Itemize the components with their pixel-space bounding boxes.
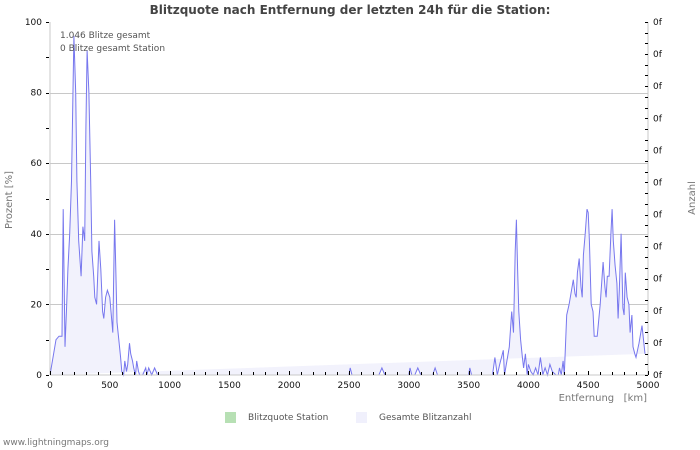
x-tick-label: 4500 bbox=[577, 381, 600, 391]
y2-tick-label: 0f bbox=[653, 339, 663, 349]
chart-title: Blitzquote nach Entfernung der letzten 2… bbox=[149, 3, 551, 17]
y2-tick-label: 0f bbox=[653, 211, 663, 221]
footer-link[interactable]: www.lightningmaps.org bbox=[3, 438, 109, 448]
y-axis-title: Prozent [%] bbox=[4, 171, 15, 229]
x-tick-label: 3000 bbox=[397, 381, 420, 391]
y2-tick-label: 0f bbox=[653, 275, 663, 285]
info-box: 1.046 Blitze gesamt 0 Blitze gesamt Stat… bbox=[60, 30, 165, 55]
total-strikes-text: 1.046 Blitze gesamt bbox=[60, 31, 151, 41]
x-tick-label: 1500 bbox=[218, 381, 241, 391]
x-tick-label: 2500 bbox=[338, 381, 361, 391]
y2-tick-label: 0f bbox=[653, 371, 663, 381]
y2-axis-title: Anzahl bbox=[687, 181, 698, 215]
legend-item-station-rate: Blitzquote Station bbox=[225, 412, 328, 423]
y2-tick-label: 0f bbox=[653, 178, 663, 188]
x-axis-ticks: 0 500 1000 1500 2000 2500 3000 3500 4000 4500 5000 bbox=[47, 371, 660, 391]
y2-tick-label: 0f bbox=[653, 82, 663, 92]
x-tick-label: 1000 bbox=[158, 381, 181, 391]
y-tick-label: 80 bbox=[31, 89, 43, 99]
x-axis-title: Entfernung [km] bbox=[559, 393, 648, 404]
y2-tick-label: 0f bbox=[653, 50, 663, 60]
y-tick-label: 20 bbox=[31, 300, 43, 310]
y-axis-ticks: 0 20 40 60 80 100 bbox=[25, 18, 49, 381]
y-tick-label: 100 bbox=[25, 18, 42, 28]
legend-swatch-total bbox=[356, 412, 367, 423]
y2-tick-label: 0f bbox=[653, 243, 663, 253]
legend-label-total: Gesamte Blitzanzahl bbox=[379, 412, 472, 423]
y-tick-label: 40 bbox=[31, 230, 43, 240]
x-tick-label: 4000 bbox=[517, 381, 540, 391]
x-tick-label: 500 bbox=[101, 381, 118, 391]
grid-lines bbox=[50, 93, 648, 305]
y2-axis-ticks: 0f 0f 0f 0f 0f 0f 0f 0f 0f 0f 0f 0f bbox=[645, 18, 663, 381]
station-strikes-text: 0 Blitze gesamt Station bbox=[60, 43, 166, 54]
y2-tick-label: 0f bbox=[653, 307, 663, 317]
y-tick-label: 0 bbox=[36, 371, 42, 381]
total-lightning-line bbox=[49, 36, 646, 377]
legend-item-total-count: Gesamte Blitzanzahl bbox=[356, 412, 472, 423]
x-tick-label: 5000 bbox=[637, 381, 660, 391]
legend-swatch-station bbox=[225, 412, 236, 423]
y2-tick-label: 0f bbox=[653, 18, 663, 28]
x-tick-label: 3500 bbox=[457, 381, 480, 391]
x-tick-label: 0 bbox=[47, 381, 53, 391]
y2-tick-label: 0f bbox=[653, 146, 663, 156]
y-tick-label: 60 bbox=[31, 159, 43, 169]
y2-tick-label: 0f bbox=[653, 114, 663, 124]
x-tick-label: 2000 bbox=[278, 381, 301, 391]
total-lightning-area bbox=[50, 36, 645, 375]
legend-label-station: Blitzquote Station bbox=[248, 412, 329, 423]
